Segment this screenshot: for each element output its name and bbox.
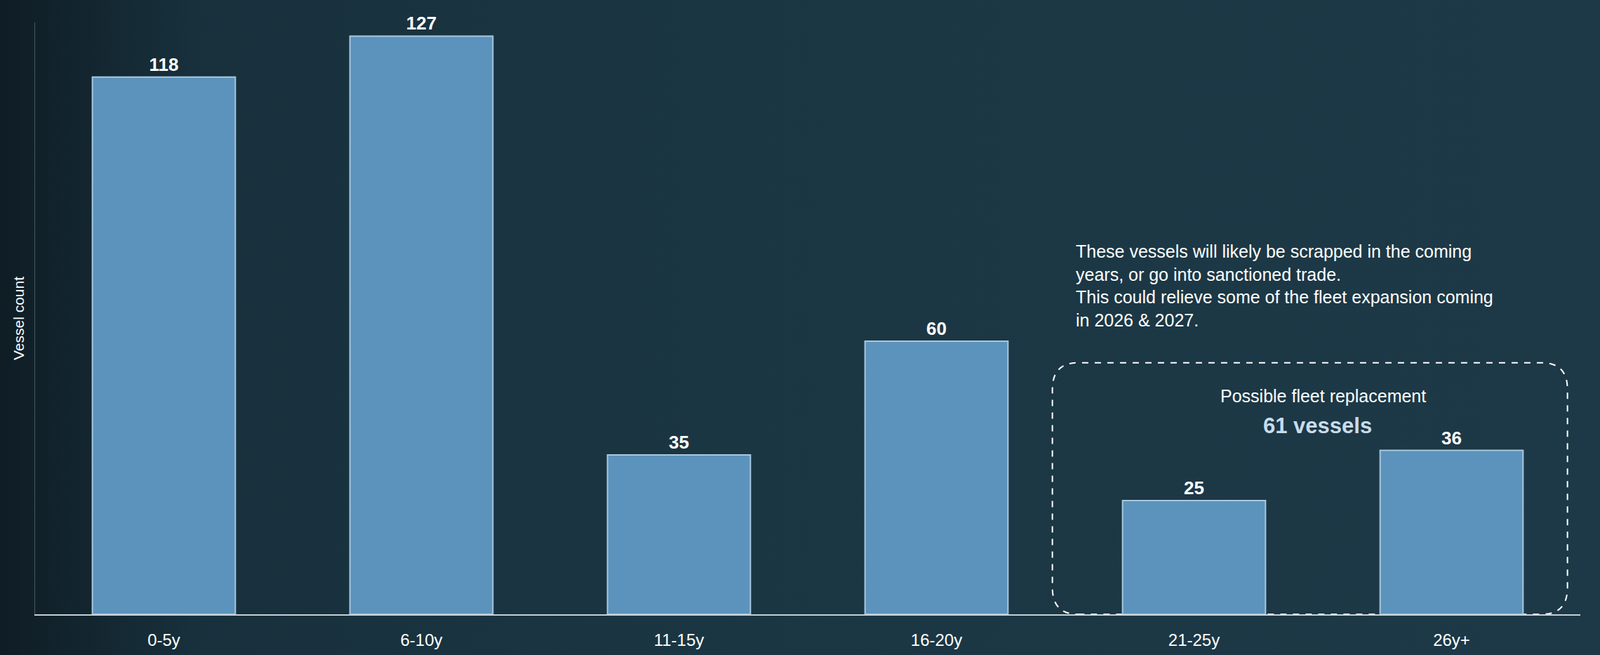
svg-text:118: 118 bbox=[149, 54, 179, 76]
svg-text:6-10y: 6-10y bbox=[400, 630, 443, 650]
svg-text:0-5y: 0-5y bbox=[147, 630, 181, 650]
svg-text:These vessels will likely be s: These vessels will likely be scrapped in… bbox=[1075, 241, 1494, 330]
svg-text:127: 127 bbox=[406, 12, 437, 34]
svg-text:25: 25 bbox=[1183, 477, 1205, 499]
svg-text:60: 60 bbox=[926, 317, 947, 339]
svg-text:16-20y: 16-20y bbox=[910, 630, 963, 650]
svg-text:36: 36 bbox=[1441, 427, 1462, 449]
svg-text:Possible fleet replacement: Possible fleet replacement bbox=[1220, 385, 1426, 406]
svg-text:35: 35 bbox=[668, 431, 690, 453]
svg-text:26y+: 26y+ bbox=[1432, 630, 1471, 650]
svg-text:61 vessels: 61 vessels bbox=[1263, 413, 1372, 438]
svg-text:11-15y: 11-15y bbox=[654, 630, 705, 650]
svg-text:Vessel count: Vessel count bbox=[10, 276, 27, 360]
svg-text:21-25y: 21-25y bbox=[1168, 630, 1220, 650]
